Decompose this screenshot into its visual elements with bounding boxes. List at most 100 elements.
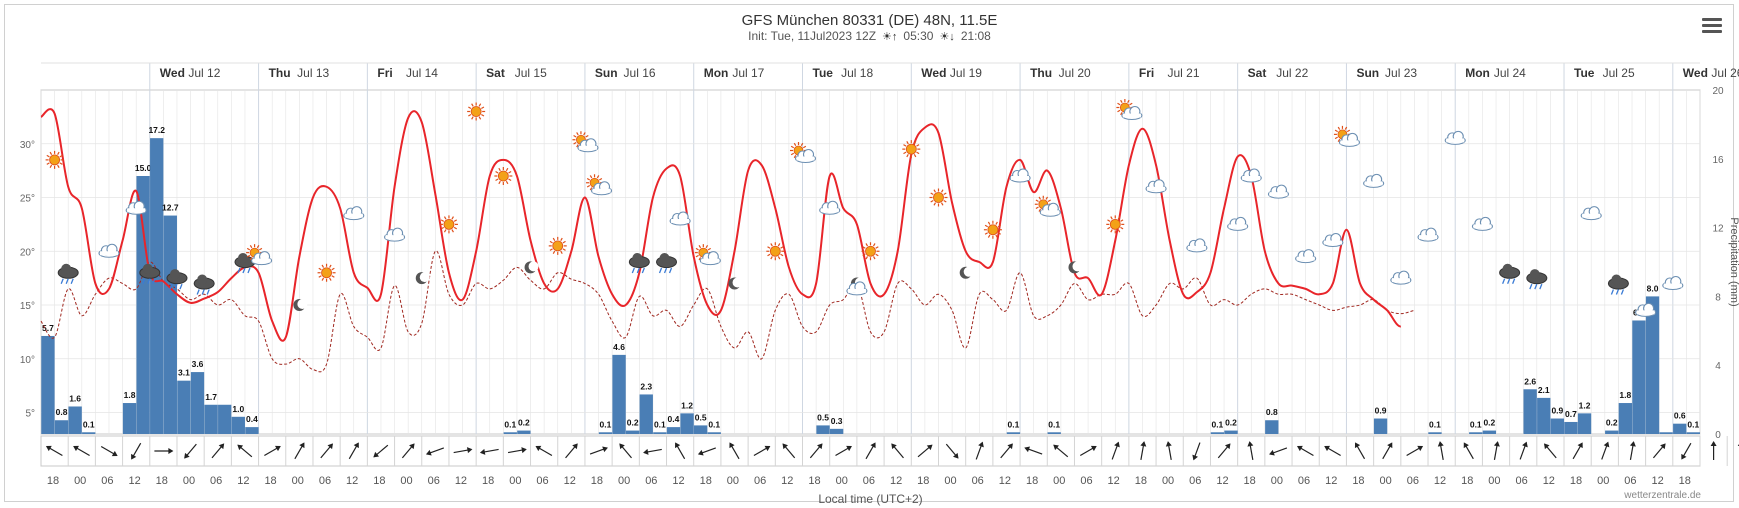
rain-cloud-icon xyxy=(166,269,188,290)
wind-arrow-icon xyxy=(753,445,771,457)
wind-arrow-head xyxy=(1192,454,1198,461)
precip-bar-label: 0.1 xyxy=(1429,419,1441,429)
hour-label: 06 xyxy=(1080,475,1092,487)
hour-label: 06 xyxy=(1624,475,1636,487)
hour-label: 06 xyxy=(536,475,548,487)
sun-ray xyxy=(57,151,60,155)
wind-arrow-icon xyxy=(697,447,716,456)
rain-drop xyxy=(152,278,156,284)
wind-arrow-head xyxy=(1247,441,1254,447)
rain-drop xyxy=(179,283,183,290)
cloud-icon xyxy=(1662,275,1684,291)
dark-cloud xyxy=(1611,274,1622,285)
day-date-label: Jul 23 xyxy=(1385,66,1417,80)
precip-bar-label: 0.3 xyxy=(831,416,843,426)
cloud-icon xyxy=(1322,232,1344,248)
hour-label: 12 xyxy=(455,475,467,487)
sun-ray xyxy=(997,224,1001,228)
sun-icon xyxy=(766,242,785,261)
sun-disc xyxy=(905,143,917,155)
hour-label: 18 xyxy=(1461,475,1473,487)
hour-label: 06 xyxy=(754,475,766,487)
day-name-label: Sat xyxy=(1248,66,1267,80)
hour-label: 06 xyxy=(101,475,113,487)
cloud-icon xyxy=(125,200,147,215)
wind-arrow-head xyxy=(619,443,625,450)
sun-disc xyxy=(1109,218,1121,230)
precip-bar-label: 0.1 xyxy=(1687,419,1699,429)
cloud-fill xyxy=(820,208,839,213)
wind-arrow-icon xyxy=(264,445,281,457)
hamburger-menu-icon[interactable] xyxy=(1702,18,1722,34)
wind-arrow-icon xyxy=(294,442,305,460)
hour-label: 18 xyxy=(700,475,712,487)
precip-bar xyxy=(693,425,708,434)
precip-bar xyxy=(177,380,191,434)
cloud-fill xyxy=(1582,213,1601,218)
wind-arrow-icon xyxy=(1681,442,1692,460)
sun-ray xyxy=(562,248,566,251)
cloud-icon xyxy=(1635,302,1657,317)
day-name-label: Sun xyxy=(595,66,618,80)
precip-bar xyxy=(666,427,681,434)
moon-icon xyxy=(415,272,430,285)
wind-arrow-head xyxy=(926,444,933,451)
sun-ray xyxy=(471,103,474,107)
sun-ray xyxy=(481,106,485,110)
moon-shade xyxy=(732,277,743,288)
sun-ray xyxy=(573,141,577,145)
day-date-label: Jul 19 xyxy=(950,66,982,80)
sun-ray xyxy=(508,170,512,174)
rain-drop xyxy=(1507,278,1511,284)
wind-arrow-icon xyxy=(1519,441,1528,460)
sun-ray xyxy=(1337,138,1341,143)
sunrise-time: 05:30 xyxy=(903,29,934,43)
rain-drop xyxy=(201,289,205,295)
moon-shade xyxy=(419,272,430,283)
wind-arrow-head xyxy=(168,447,174,454)
sun-ray xyxy=(903,144,907,147)
cloud-fill xyxy=(99,251,118,256)
moon-icon xyxy=(959,266,974,279)
hour-label: 00 xyxy=(944,475,956,487)
wind-arrow-head xyxy=(131,453,137,460)
sun-ray xyxy=(707,247,711,251)
sun-ray xyxy=(1117,229,1121,233)
precip-bar xyxy=(204,404,218,434)
wind-arrow-head xyxy=(1543,443,1550,450)
sun-icon xyxy=(317,263,336,282)
precip-bar xyxy=(626,430,640,434)
wind-arrow-icon xyxy=(1354,442,1366,460)
sun-ray xyxy=(984,224,988,228)
rain-drop xyxy=(142,278,146,284)
rain-drop xyxy=(169,283,173,290)
precip-axis-tick: 12 xyxy=(1712,224,1724,235)
wind-arrow-icon xyxy=(729,442,740,460)
hour-label: 06 xyxy=(210,475,222,487)
wind-arrow-icon xyxy=(1165,441,1172,460)
sun-ray xyxy=(549,240,553,244)
day-date-label: Jul 13 xyxy=(297,66,329,80)
wind-arrow-icon xyxy=(675,442,686,460)
sun-ray xyxy=(57,164,60,168)
precip-bar-label: 1.8 xyxy=(1619,390,1631,400)
temp-axis-tick: 20° xyxy=(20,247,35,258)
sun-ray xyxy=(259,247,263,251)
cloud-icon xyxy=(1009,168,1031,183)
rain-cloud-icon xyxy=(193,274,215,295)
sunset-time: 21:08 xyxy=(960,29,991,43)
precip-bar-label: 3.1 xyxy=(178,368,190,378)
sun-disc xyxy=(49,154,60,166)
cloud-fill xyxy=(1011,176,1030,180)
sun-ray xyxy=(443,216,447,220)
wind-arrow-icon xyxy=(865,442,876,460)
cloud-fill xyxy=(1122,113,1141,118)
sun-ray xyxy=(49,164,53,168)
sun-ray xyxy=(49,151,53,155)
sun-ray xyxy=(995,234,998,238)
dewpoint-line xyxy=(40,250,1415,373)
sun-ray xyxy=(508,178,512,182)
sunset-icon: ☀↓ xyxy=(939,31,955,43)
sun-ray xyxy=(1047,199,1051,203)
rain-drop xyxy=(247,267,251,274)
